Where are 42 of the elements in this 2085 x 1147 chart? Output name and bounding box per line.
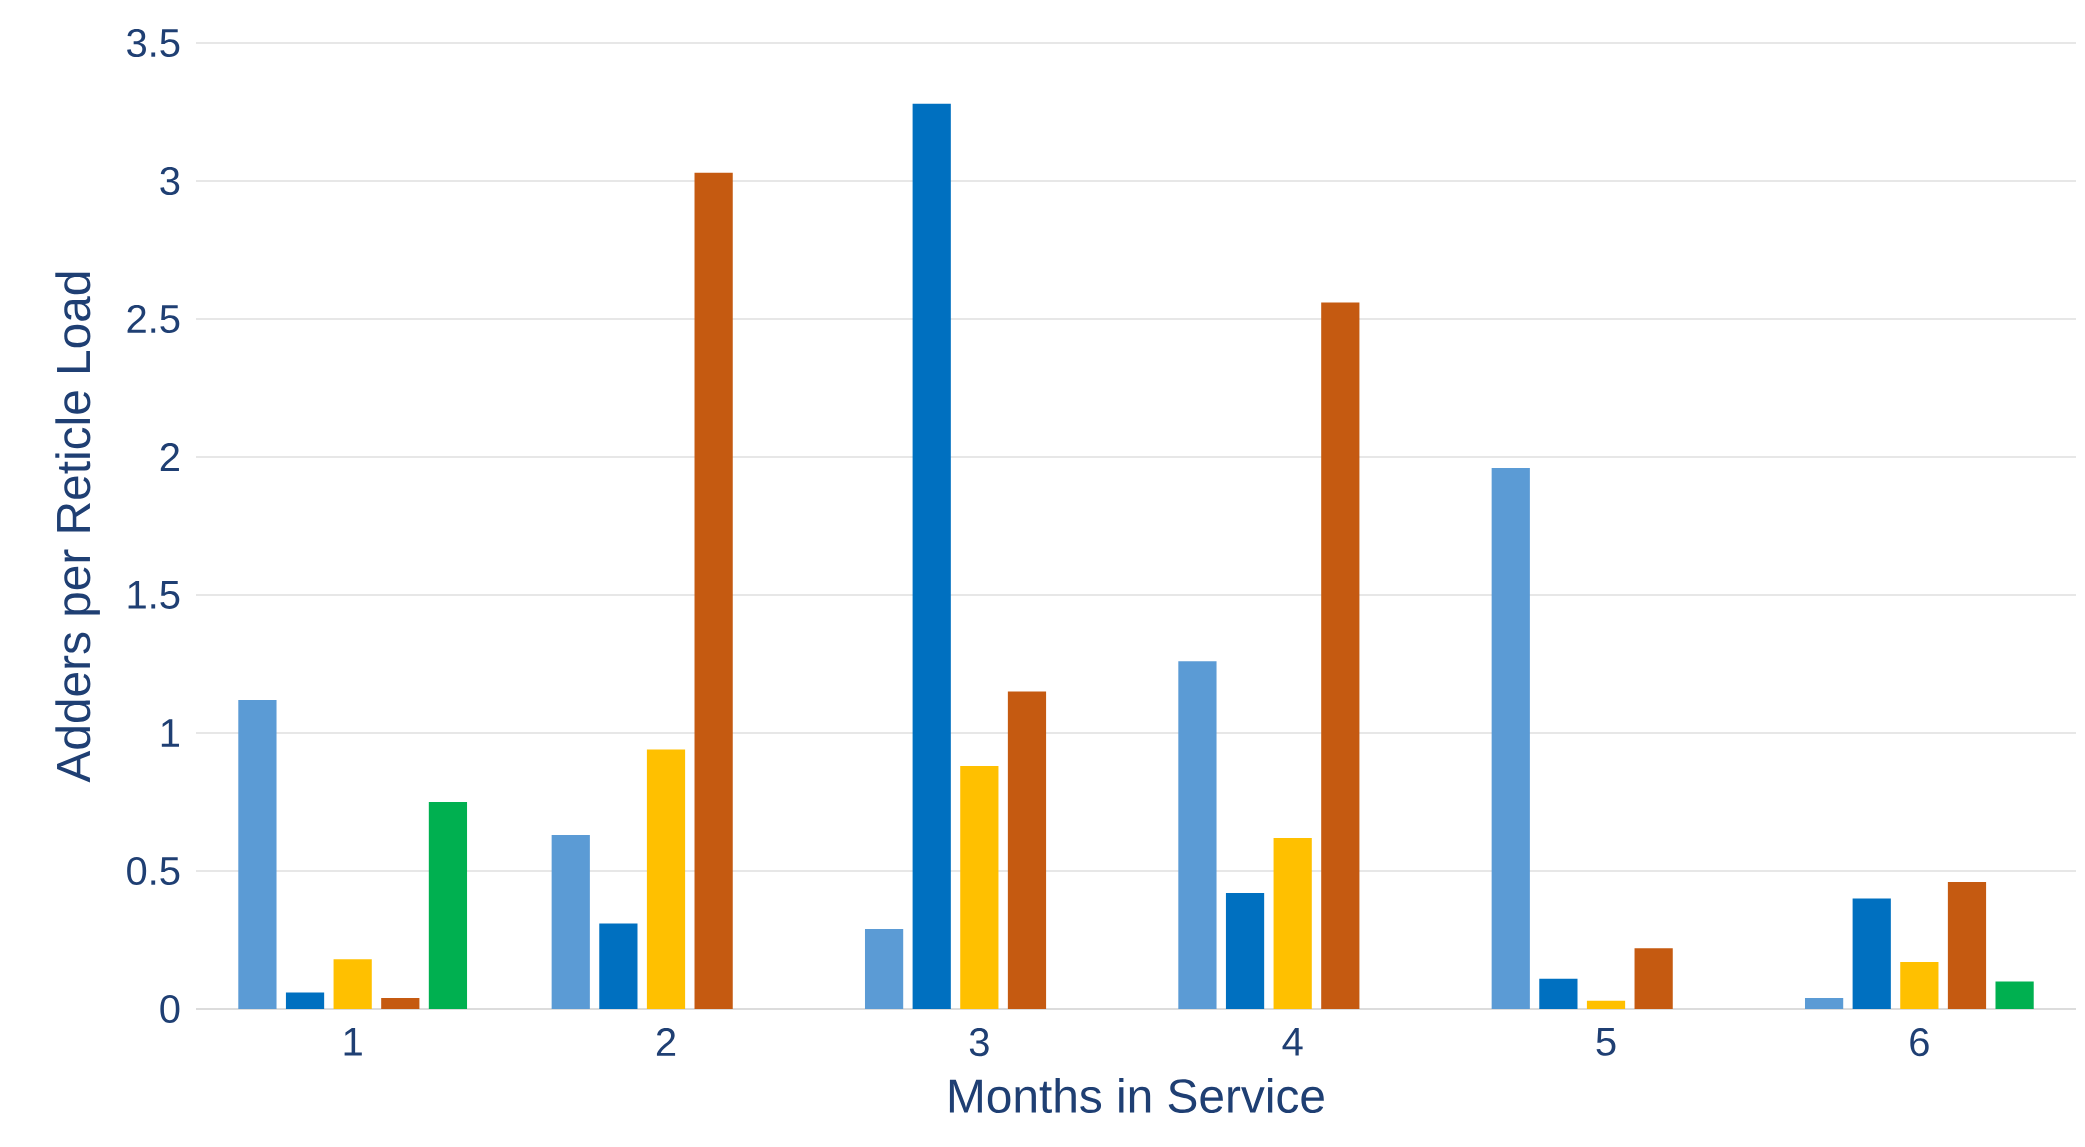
bar [238,699,277,1009]
bar [1007,691,1047,1009]
x-tick-label: 3 [969,1028,989,1057]
bar [1586,1000,1626,1009]
bar [1852,898,1891,1009]
y-tick-label: 0 [160,994,180,1024]
bar [1634,948,1673,1009]
y-tick-label: 3.5 [127,28,180,58]
y-tick-label: 1.5 [128,581,180,609]
bar [1178,661,1217,1009]
bar [1225,893,1265,1009]
x-tick-label: 2 [656,1028,676,1056]
bar [1947,882,1987,1009]
x-tick-label: 1 [344,1028,362,1056]
bar [285,992,325,1009]
bar [1273,837,1312,1009]
bar [1804,997,1844,1009]
y-tick-label: 3 [160,166,180,196]
bar [694,172,733,1009]
x-tick-label: 5 [1596,1028,1616,1056]
bar [912,103,951,1009]
y-tick-label: 2.5 [127,304,180,334]
bar [333,959,372,1009]
bar [1491,468,1530,1009]
bar [381,997,420,1009]
y-tick-label: 2 [160,443,179,471]
y-tick-label: 0.5 [127,856,180,886]
bar [1539,978,1578,1009]
bar [1995,981,2034,1009]
bar [1321,302,1360,1009]
bar [551,835,590,1009]
bar [646,749,686,1009]
bar [960,766,999,1009]
bar [864,928,904,1009]
y-tick-label: 1 [161,719,180,747]
bar [428,802,468,1009]
x-tick-label: 4 [1282,1028,1303,1056]
bar [599,923,638,1009]
x-tick-label: 6 [1910,1028,1929,1057]
bar [1900,962,1939,1009]
y-axis-title: Adders per Reticle Load [55,272,100,783]
x-axis-title: Months in Service [949,1077,1324,1114]
